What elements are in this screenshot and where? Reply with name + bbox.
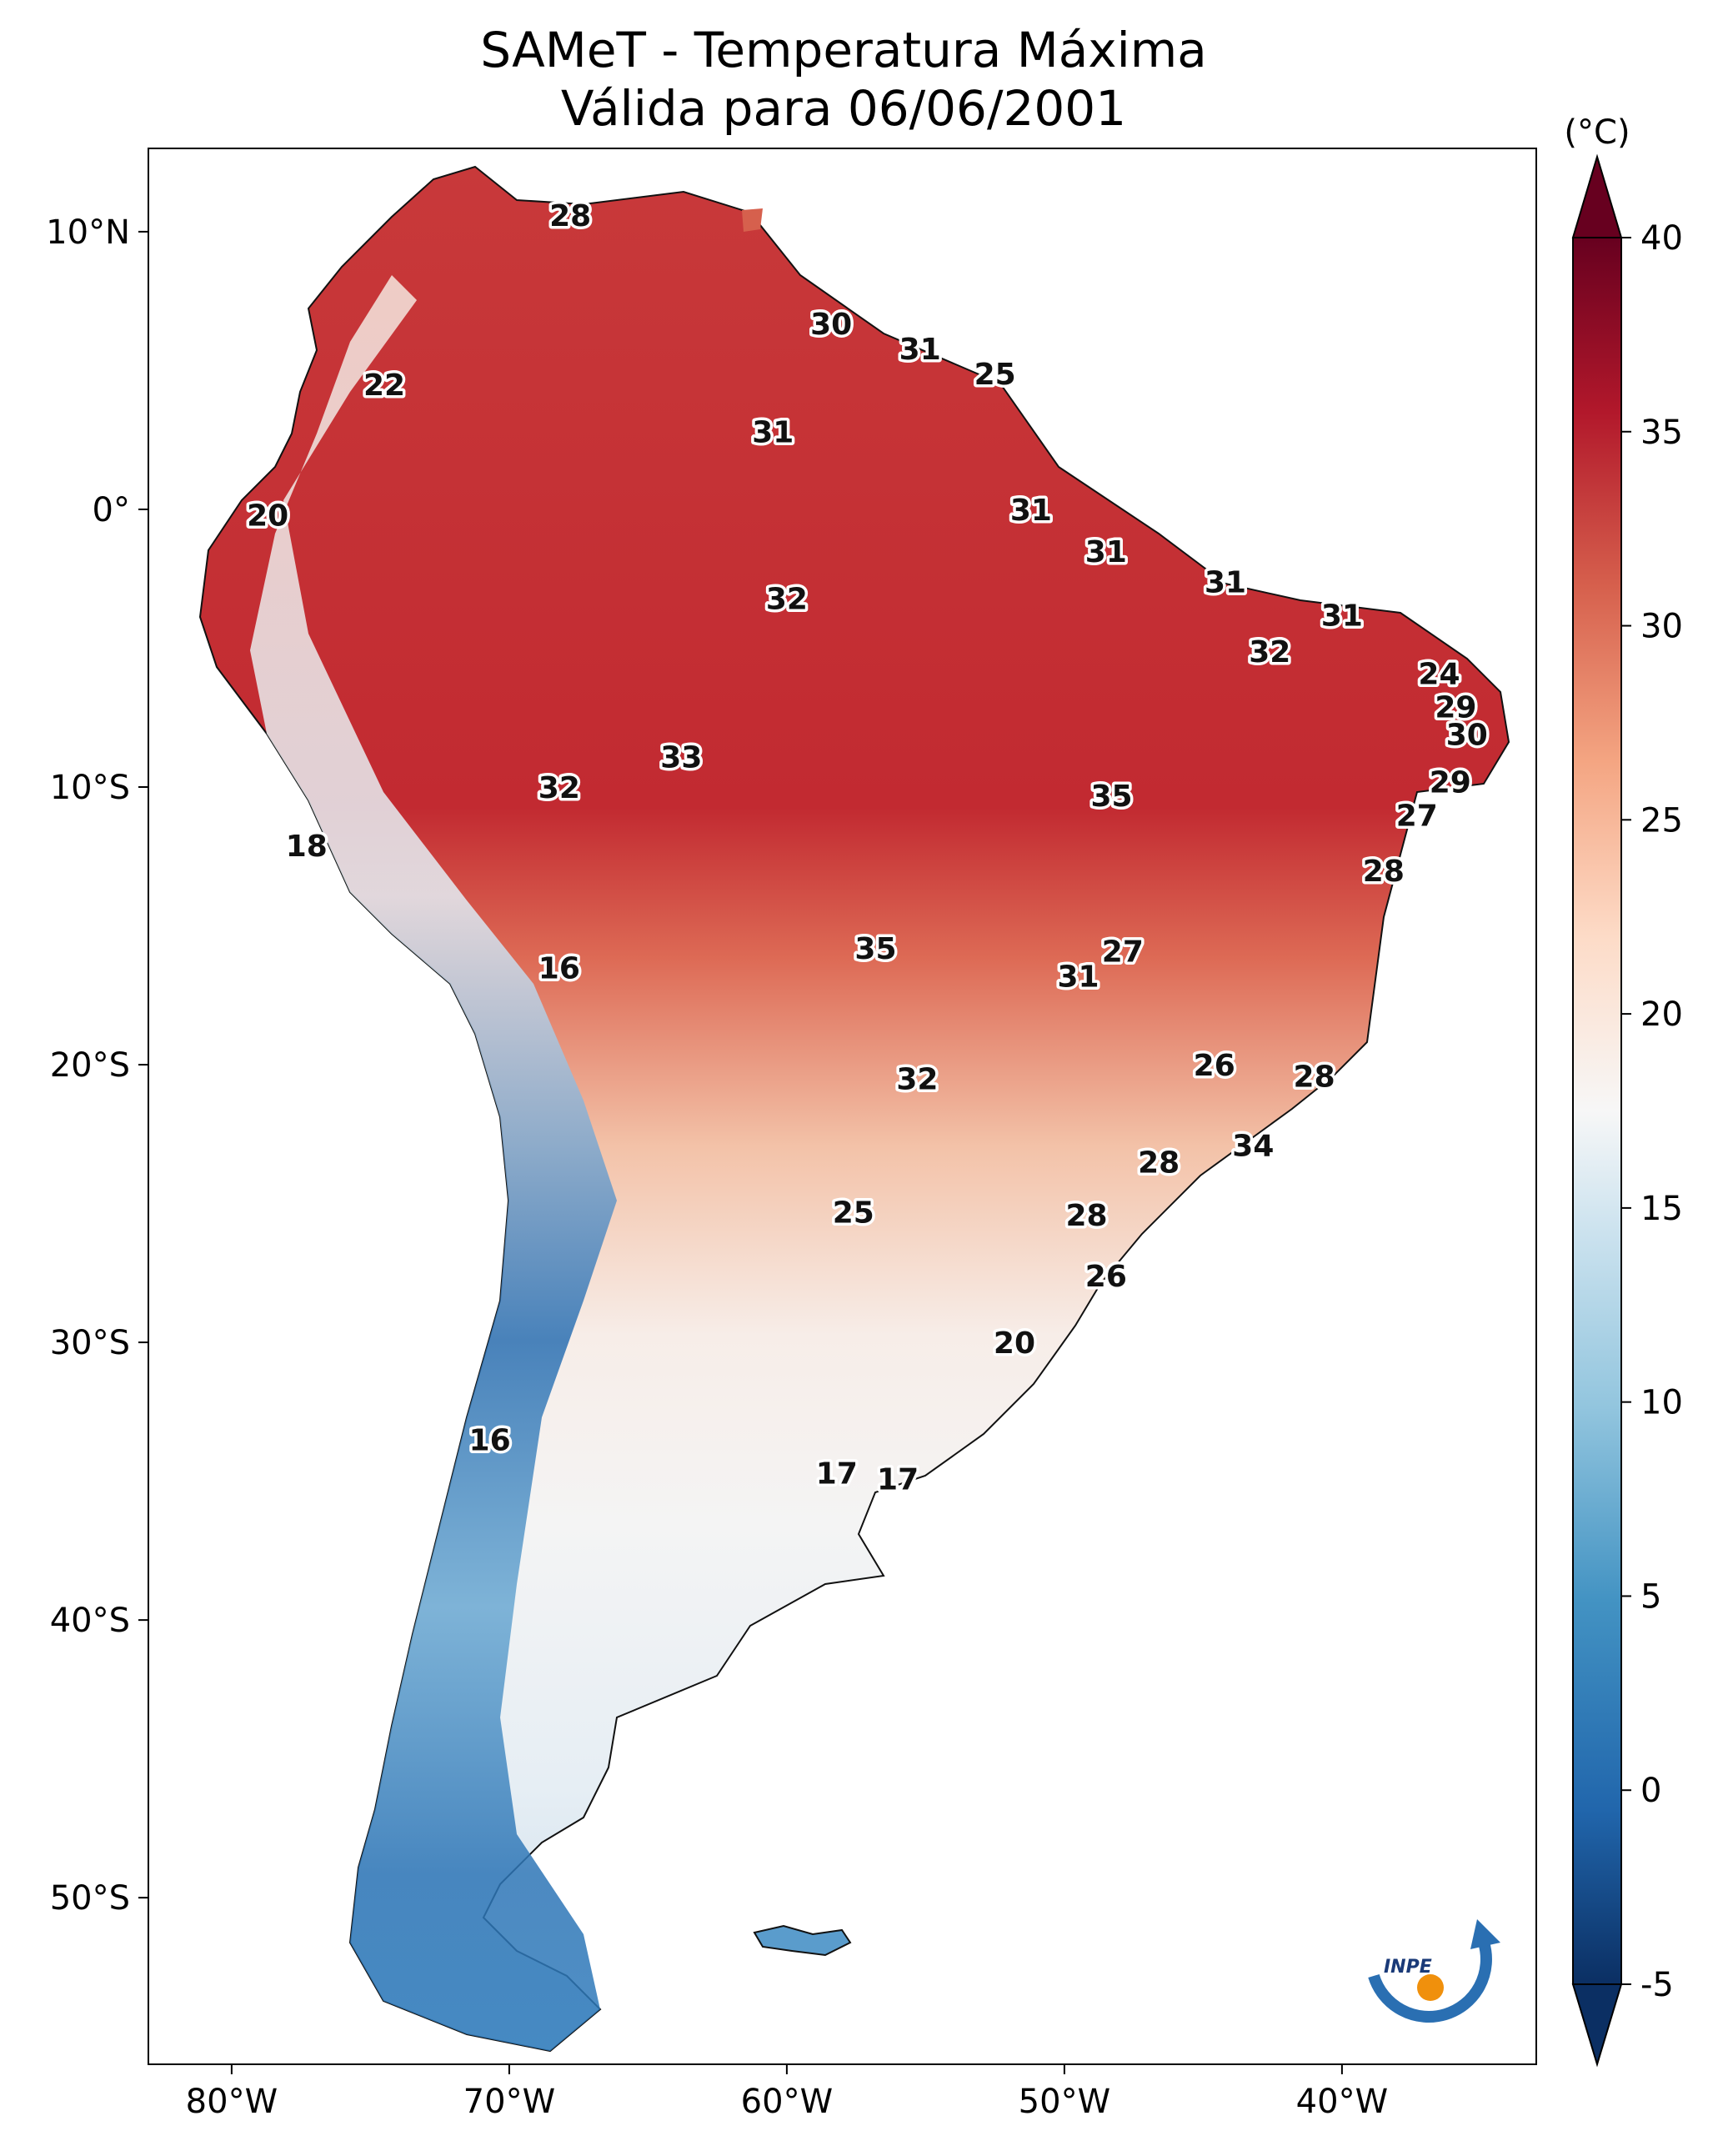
station-label: 18 [286, 830, 328, 864]
y-tick-label: 50°S [50, 1879, 130, 1918]
colorbar-tick-label: 0 [1640, 1772, 1661, 1810]
y-axis-ticks: 10°N 0° 10°S 20°S 30°S 40°S 50°S [46, 213, 148, 1918]
station-label: 17 [877, 1462, 919, 1497]
colorbar-tick-label: 35 [1640, 414, 1683, 452]
station-label: 31 [1085, 535, 1127, 569]
station-label: 26 [1194, 1049, 1235, 1083]
station-label: 20 [247, 499, 288, 534]
station-label: 27 [1102, 935, 1144, 969]
station-label: 28 [1294, 1060, 1335, 1094]
station-label: 25 [833, 1196, 874, 1231]
station-label: 32 [766, 583, 808, 617]
logo-arrow [1470, 1919, 1500, 1949]
station-label: 32 [1249, 635, 1290, 669]
y-tick-label: 10°N [46, 213, 130, 252]
x-tick-label: 50°W [1019, 2083, 1110, 2121]
x-tick-label: 80°W [186, 2083, 278, 2121]
station-label: 22 [363, 369, 405, 403]
colorbar-tick-label: 30 [1640, 608, 1683, 646]
falkland-islands [753, 1924, 852, 1957]
station-label: 30 [1446, 719, 1488, 753]
logo-text: INPE [1384, 1957, 1432, 1978]
colorbar-extend-min [1571, 1983, 1623, 2068]
station-label: 35 [854, 932, 896, 966]
station-label: 28 [1138, 1146, 1180, 1181]
continent-temperature-field [198, 165, 1510, 2053]
y-tick-label: 10°S [50, 769, 130, 807]
colorbar-tick-label: 20 [1640, 995, 1683, 1034]
x-tick-label: 60°W [741, 2083, 833, 2121]
station-label: 33 [660, 740, 702, 775]
station-label: 20 [994, 1326, 1035, 1361]
station-label: 32 [896, 1063, 938, 1097]
station-label: 29 [1435, 690, 1476, 725]
station-label: 26 [1085, 1260, 1127, 1294]
colorbar-tick-label: 40 [1640, 219, 1683, 258]
station-label: 31 [899, 333, 941, 367]
station-label: 31 [1010, 494, 1052, 528]
station-label: 29 [1430, 765, 1471, 800]
station-label: 34 [1232, 1130, 1274, 1164]
y-tick-label: 0° [93, 491, 130, 529]
andes-cold-band [250, 275, 617, 2051]
station-label: 24 [1418, 657, 1460, 691]
station-label: 31 [1057, 960, 1099, 994]
colorbar-tick-label: 15 [1640, 1190, 1683, 1228]
inpe-logo: INPE [1368, 1919, 1500, 2023]
x-tick-label: 70°W [463, 2083, 555, 2121]
colorbar-unit: (°C) [1564, 113, 1630, 152]
caribbean-island [742, 208, 763, 232]
colorbar-ticks: 40 35 30 25 20 15 10 5 0 -5 [1621, 219, 1683, 2004]
map-frame [148, 148, 1537, 2065]
colorbar: (°C) 40 35 30 25 20 15 10 5 0 -5 [1564, 113, 1683, 2068]
title-line1: SAMeT - Temperatura Máxima [480, 22, 1207, 78]
station-label: 28 [1065, 1199, 1107, 1233]
station-label: 35 [1090, 780, 1132, 814]
y-tick-label: 30°S [50, 1324, 130, 1362]
station-label: 25 [974, 358, 1016, 392]
logo-dot [1417, 1974, 1444, 2001]
station-label: 32 [538, 771, 580, 805]
station-label: 27 [1396, 799, 1438, 833]
station-label: 31 [752, 416, 794, 450]
station-label: 31 [1205, 566, 1246, 600]
title-line2: Válida para 06/06/2001 [561, 80, 1126, 137]
logo-arc [1368, 1940, 1492, 2023]
station-label: 16 [469, 1424, 511, 1458]
station-label: 31 [1321, 599, 1363, 634]
station-label: 28 [1363, 855, 1405, 889]
colorbar-tick-label: -5 [1640, 1966, 1674, 2004]
y-tick-label: 40°S [50, 1602, 130, 1640]
station-label: 16 [538, 951, 580, 985]
station-label: 30 [810, 308, 852, 342]
colorbar-tick-label: 10 [1640, 1384, 1683, 1422]
station-label: 17 [816, 1457, 858, 1492]
colorbar-tick-label: 5 [1640, 1577, 1661, 1616]
x-tick-label: 40°W [1296, 2083, 1388, 2121]
y-tick-label: 20°S [50, 1046, 130, 1085]
x-axis-ticks: 80°W 70°W 60°W 50°W 40°W [186, 2064, 1388, 2121]
station-label: 28 [549, 199, 591, 233]
colorbar-bar [1572, 237, 1622, 1985]
colorbar-tick-label: 25 [1640, 801, 1683, 840]
colorbar-extend-max [1571, 153, 1623, 238]
